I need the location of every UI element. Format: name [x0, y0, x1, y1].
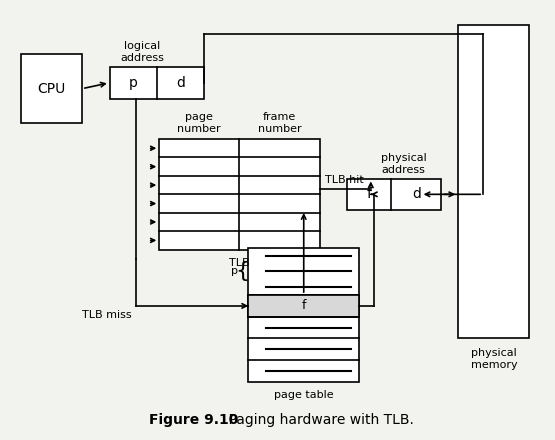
- Bar: [248, 248, 359, 295]
- Bar: [347, 179, 441, 210]
- Text: page
number: page number: [178, 113, 221, 134]
- Text: Figure 9.10: Figure 9.10: [149, 413, 239, 427]
- Text: CPU: CPU: [37, 82, 65, 95]
- Text: physical
memory: physical memory: [471, 348, 517, 370]
- Text: physical
address: physical address: [381, 153, 427, 175]
- Text: p: p: [231, 266, 238, 276]
- Bar: [458, 25, 529, 338]
- Text: f: f: [301, 299, 306, 312]
- Text: logical
address: logical address: [120, 41, 164, 63]
- Bar: [248, 295, 359, 382]
- Text: TLB: TLB: [229, 257, 250, 268]
- Text: Paging hardware with TLB.: Paging hardware with TLB.: [211, 413, 413, 427]
- Text: f: f: [367, 187, 372, 202]
- Text: TLB hit: TLB hit: [325, 175, 364, 185]
- Text: {: {: [235, 261, 249, 281]
- Text: frame
number: frame number: [258, 113, 301, 134]
- Bar: [110, 67, 204, 99]
- Text: page table: page table: [274, 390, 334, 400]
- Text: d: d: [176, 76, 185, 90]
- Bar: [159, 139, 320, 249]
- Bar: [21, 54, 82, 123]
- Text: TLB miss: TLB miss: [82, 310, 131, 320]
- Text: d: d: [412, 187, 421, 202]
- Bar: [248, 295, 359, 317]
- Text: p: p: [129, 76, 138, 90]
